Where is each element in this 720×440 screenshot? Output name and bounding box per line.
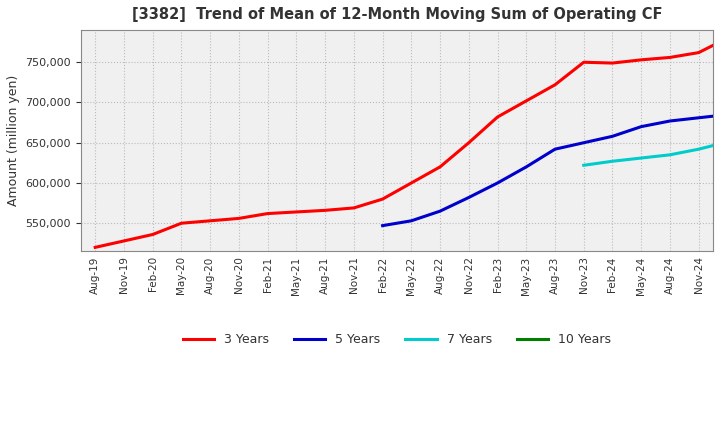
3 Years xyxy=(148,232,157,237)
Legend: 3 Years, 5 Years, 7 Years, 10 Years: 3 Years, 5 Years, 7 Years, 10 Years xyxy=(178,329,616,352)
Line: 7 Years: 7 Years xyxy=(584,142,720,165)
3 Years xyxy=(580,59,588,65)
3 Years xyxy=(177,220,186,226)
7 Years xyxy=(580,163,588,168)
Line: 3 Years: 3 Years xyxy=(95,38,720,247)
7 Years xyxy=(694,147,703,152)
3 Years xyxy=(321,208,330,213)
5 Years xyxy=(464,195,473,200)
5 Years xyxy=(407,218,415,224)
3 Years xyxy=(407,180,415,186)
3 Years xyxy=(608,60,617,66)
5 Years xyxy=(694,115,703,121)
5 Years xyxy=(551,147,559,152)
Line: 5 Years: 5 Years xyxy=(382,103,720,226)
5 Years xyxy=(637,124,646,129)
3 Years xyxy=(120,238,128,244)
Y-axis label: Amount (million yen): Amount (million yen) xyxy=(7,75,20,206)
3 Years xyxy=(522,98,531,103)
Title: [3382]  Trend of Mean of 12-Month Moving Sum of Operating CF: [3382] Trend of Mean of 12-Month Moving … xyxy=(132,7,662,22)
3 Years xyxy=(292,209,301,215)
3 Years xyxy=(206,218,215,224)
5 Years xyxy=(493,180,502,186)
3 Years xyxy=(464,140,473,145)
7 Years xyxy=(665,152,674,158)
3 Years xyxy=(235,216,243,221)
5 Years xyxy=(580,140,588,145)
3 Years xyxy=(349,205,358,211)
3 Years xyxy=(694,50,703,55)
5 Years xyxy=(378,223,387,228)
7 Years xyxy=(608,158,617,164)
3 Years xyxy=(91,245,99,250)
3 Years xyxy=(493,114,502,120)
5 Years xyxy=(608,134,617,139)
5 Years xyxy=(665,118,674,124)
7 Years xyxy=(637,155,646,161)
3 Years xyxy=(551,82,559,88)
3 Years xyxy=(637,57,646,62)
3 Years xyxy=(378,196,387,202)
3 Years xyxy=(264,211,272,216)
3 Years xyxy=(436,164,444,169)
3 Years xyxy=(665,55,674,60)
5 Years xyxy=(436,209,444,214)
5 Years xyxy=(522,164,531,169)
